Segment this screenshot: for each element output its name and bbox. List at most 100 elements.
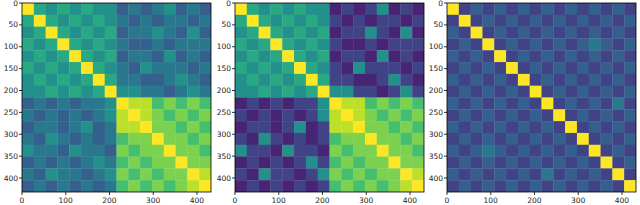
cell (482, 98, 494, 110)
cell (46, 86, 58, 98)
cell (377, 27, 389, 39)
cell (389, 98, 401, 110)
y-tick-label: 150 (4, 64, 19, 73)
cell (601, 180, 613, 192)
cell (624, 145, 636, 157)
cell (459, 74, 471, 86)
cell (518, 38, 530, 50)
cell (282, 98, 294, 110)
cell (259, 74, 271, 86)
cell (471, 3, 483, 15)
cell (400, 168, 412, 180)
y-tick (444, 46, 447, 47)
cell (471, 121, 483, 133)
cell (330, 121, 342, 133)
cell (152, 109, 164, 121)
cell (34, 74, 46, 86)
y-tick (444, 3, 447, 4)
cell (46, 109, 58, 121)
cell (164, 109, 176, 121)
cell (353, 50, 365, 62)
x-tick-label: 100 (59, 196, 74, 205)
cell (353, 86, 365, 98)
cell (247, 168, 259, 180)
cell (589, 168, 601, 180)
cell (459, 133, 471, 145)
cell (494, 38, 506, 50)
cell (506, 109, 518, 121)
cell (164, 121, 176, 133)
cell (341, 133, 353, 145)
cell (482, 109, 494, 121)
cell (447, 74, 459, 86)
cell (93, 168, 105, 180)
cell (612, 180, 624, 192)
cell (565, 121, 577, 133)
cell (412, 27, 424, 39)
cell (353, 133, 365, 145)
cell (57, 27, 69, 39)
cell (187, 15, 199, 27)
cell (518, 157, 530, 169)
y-tick-label: 250 (217, 108, 232, 117)
cell (81, 133, 93, 145)
cell (22, 38, 34, 50)
cell (518, 121, 530, 133)
cell (530, 86, 542, 98)
cell (117, 180, 129, 192)
cell (187, 157, 199, 169)
cell (471, 180, 483, 192)
cell (365, 74, 377, 86)
cell (365, 38, 377, 50)
cell (506, 15, 518, 27)
cell (400, 62, 412, 74)
y-tick-label: 0 (13, 0, 18, 8)
cell (612, 133, 624, 145)
cell (57, 121, 69, 133)
cell (400, 157, 412, 169)
cell (247, 121, 259, 133)
cell (81, 74, 93, 86)
cell (128, 157, 140, 169)
cell (612, 62, 624, 74)
y-tick (444, 68, 447, 69)
figure: 0100200300400050100150200250300350400010… (0, 0, 640, 205)
cell (69, 50, 81, 62)
cell (140, 86, 152, 98)
cell (365, 27, 377, 39)
cell (176, 168, 188, 180)
cell (259, 121, 271, 133)
y-tick-label: 150 (429, 64, 444, 73)
cell (69, 38, 81, 50)
cell (506, 38, 518, 50)
cell (553, 109, 565, 121)
cell (612, 168, 624, 180)
cell (294, 15, 306, 27)
cell (140, 133, 152, 145)
cell (318, 50, 330, 62)
cell (624, 3, 636, 15)
cell (318, 145, 330, 157)
cell (330, 74, 342, 86)
cell (341, 50, 353, 62)
cell (494, 121, 506, 133)
cell (105, 168, 117, 180)
cell (259, 168, 271, 180)
cell (518, 27, 530, 39)
cell (341, 62, 353, 74)
cell (565, 38, 577, 50)
cell (412, 133, 424, 145)
cell (294, 27, 306, 39)
cell (494, 62, 506, 74)
cell (270, 27, 282, 39)
cell (235, 38, 247, 50)
cell (624, 168, 636, 180)
cell (565, 27, 577, 39)
cell (306, 86, 318, 98)
cell (589, 27, 601, 39)
cell (482, 3, 494, 15)
cell (294, 157, 306, 169)
cell (471, 50, 483, 62)
y-tick (444, 24, 447, 25)
cell (601, 3, 613, 15)
